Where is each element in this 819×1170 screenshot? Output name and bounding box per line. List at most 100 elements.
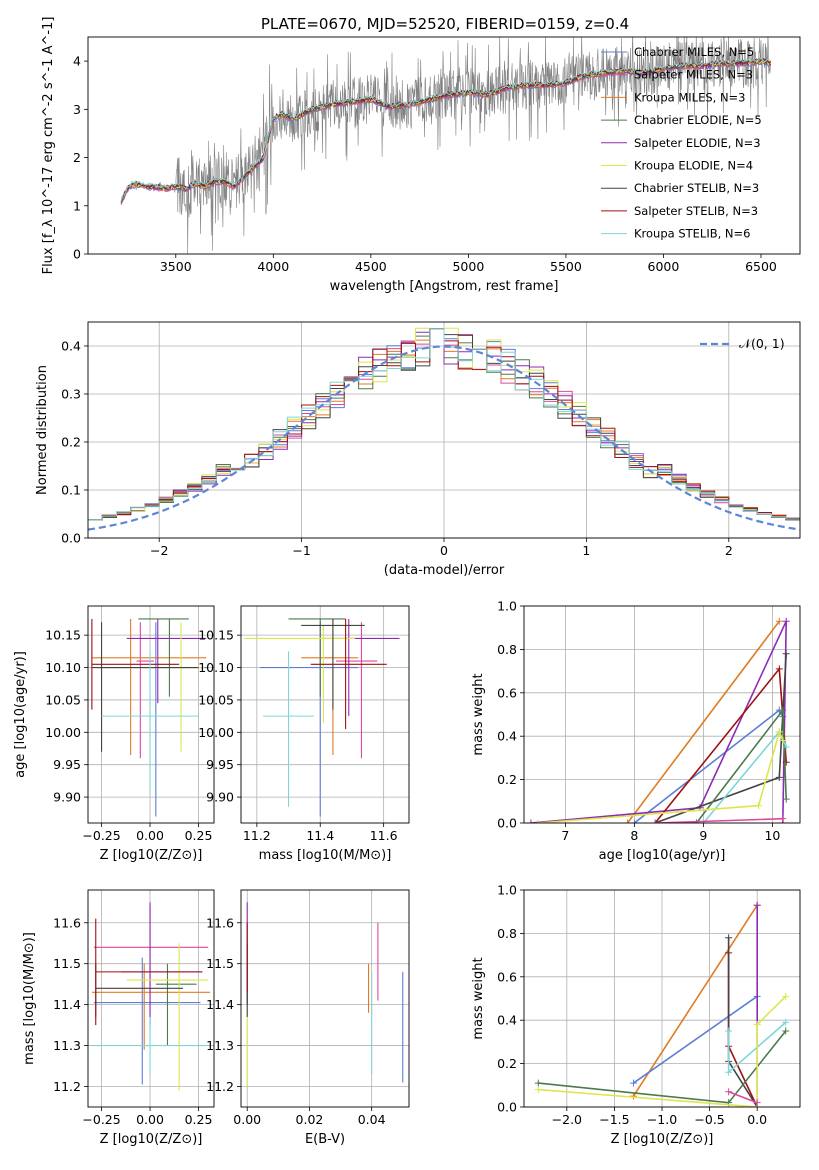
error-point	[263, 651, 314, 807]
x-axis-label: mass [log10(M/M⊙)]	[259, 848, 392, 863]
y-tick-label: 0.0	[61, 531, 81, 546]
spectrum-legend: Chabrier MILES, N=5 Salpeter MILES, N=3 Kr…	[601, 45, 762, 241]
weight-line	[632, 995, 758, 1084]
axes-frame	[240, 889, 410, 1108]
mass-vs-Z-panel: −0.25 0.00 0.25 11.2 11.3 11.4 11.5 11.6 Z [log1…	[22, 889, 215, 1147]
error-point	[91, 618, 207, 755]
y-tick-label: 11.4	[53, 997, 81, 1012]
y-tick-label: 0.6	[497, 685, 517, 700]
x-axis-label: (data-model)/error	[384, 563, 505, 578]
x-tick-label: −2.0	[552, 1112, 582, 1127]
weight-marker	[755, 802, 763, 810]
x-tick-label: 0.25	[185, 1112, 213, 1127]
legend-entry: Salpeter STELIB, N=3	[634, 204, 758, 218]
error-point	[91, 963, 211, 1050]
error-point	[101, 651, 199, 794]
error-point	[244, 625, 356, 723]
legend-entry: Chabrier MILES, N=5	[634, 45, 754, 59]
axes-frame	[87, 321, 801, 539]
y-tick-label: 3	[73, 102, 81, 117]
weight-marker	[782, 1027, 790, 1035]
weight-marker	[527, 819, 535, 823]
mass-vs-Z-plot-area	[91, 902, 211, 1091]
y-tick-label: 0.2	[61, 435, 81, 450]
y-axis-label: Normed distribution	[35, 365, 50, 495]
y-tick-label: 10.10	[45, 660, 81, 675]
x-tick-label: 3500	[160, 259, 192, 274]
weight-line	[538, 995, 787, 1107]
age-vs-Z-plot-area	[91, 618, 209, 817]
spectrum-plot-area	[120, 37, 772, 254]
x-axis-label: age [log10(age/yr)]	[599, 848, 726, 863]
model-line-kroupa-stelib	[120, 58, 771, 202]
x-tick-label: 4500	[355, 259, 387, 274]
x-tick-label: 0.04	[358, 1112, 386, 1127]
legend-entry: Chabrier ELODIE, N=5	[634, 113, 762, 127]
y-axis-label: age [log10(age/yr)]	[13, 651, 28, 778]
error-point	[91, 1016, 209, 1075]
y-tick-label: 9.90	[53, 790, 81, 805]
weight-marker	[725, 1088, 733, 1096]
weight-marker	[725, 1068, 733, 1076]
weight-marker	[693, 819, 700, 823]
x-tick-label: −1.5	[599, 1112, 629, 1127]
weight-marker	[782, 992, 790, 1000]
residuals-panel: −2 −1 0 1 2 0.0 0.1 0.2 0.3 0.4 (data-model)/error…	[35, 321, 801, 578]
axes-frame	[87, 889, 215, 1108]
y-axis-label: Flux [f_λ 10^-17 erg cm^-2 s^-1 A^-1]	[41, 17, 56, 275]
x-tick-label: −1.0	[647, 1112, 677, 1127]
age-vs-mass-plot-area	[244, 618, 400, 817]
weight-line	[727, 937, 758, 1107]
weight-marker	[534, 819, 542, 823]
residuals-plot-area	[88, 327, 800, 531]
y-tick-label: 0.3	[61, 387, 81, 402]
legend-entry: Salpeter ELODIE, N=3	[634, 136, 761, 150]
error-point	[93, 906, 209, 1030]
x-tick-label: 2	[725, 543, 733, 558]
y-tick-label: 0.2	[497, 772, 517, 787]
weight-marker	[779, 737, 787, 745]
axes-frame	[240, 605, 410, 824]
y-tick-label: 11.2	[53, 1079, 81, 1094]
weight-marker	[782, 1018, 790, 1026]
weight-marker	[753, 1021, 761, 1029]
x-tick-label: 5500	[550, 259, 582, 274]
weight-vs-age-plot-area	[527, 617, 790, 823]
legend-entry: Kroupa ELODIE, N=4	[634, 159, 753, 173]
error-point	[95, 918, 203, 1026]
x-tick-label: 6000	[648, 259, 680, 274]
legend-entry: Chabrier STELIB, N=3	[634, 181, 759, 195]
weight-marker	[782, 650, 790, 658]
weight-line	[537, 729, 784, 823]
error-point	[93, 957, 201, 1085]
x-tick-label: −1	[292, 543, 310, 558]
weight-marker	[782, 795, 790, 803]
y-tick-label: 10.00	[45, 725, 81, 740]
y-tick-label: 0.4	[497, 729, 517, 744]
weight-marker	[775, 665, 783, 673]
weight-vs-age-panel: 7 8 9 10 0.0 0.2 0.4 0.6 0.8 1.0 age [log10(age/yr…	[471, 599, 801, 863]
y-tick-label: 0.8	[497, 642, 517, 657]
legend-entry: Salpeter MILES, N=3	[634, 68, 753, 82]
axes-frame	[87, 36, 801, 255]
x-tick-label: −0.5	[694, 1112, 724, 1127]
age-vs-Z-panel: −0.25 0.00 0.25 9.90 9.95 10.00 10.05 10.10 10.1…	[13, 605, 215, 863]
y-tick-label: 11.6	[53, 915, 81, 930]
error-point	[260, 622, 359, 817]
x-tick-label: 8	[630, 828, 638, 843]
y-axis-label: mass weight	[471, 957, 486, 1039]
y-tick-label: 11.4	[206, 997, 234, 1012]
figure-title: PLATE=0670, MJD=52520, FIBERID=0159, z=0…	[261, 15, 629, 33]
error-point	[310, 618, 387, 730]
legend-entry: Kroupa STELIB, N=6	[634, 227, 751, 241]
weight-line	[530, 620, 787, 823]
x-tick-label: 0.00	[233, 1112, 261, 1127]
weight-marker	[629, 1079, 637, 1087]
weight-marker	[782, 758, 790, 766]
weight-marker	[779, 815, 787, 823]
weight-marker	[630, 819, 638, 823]
weight-marker	[775, 617, 783, 625]
error-point	[126, 618, 207, 704]
y-tick-label: 9.95	[53, 757, 81, 772]
